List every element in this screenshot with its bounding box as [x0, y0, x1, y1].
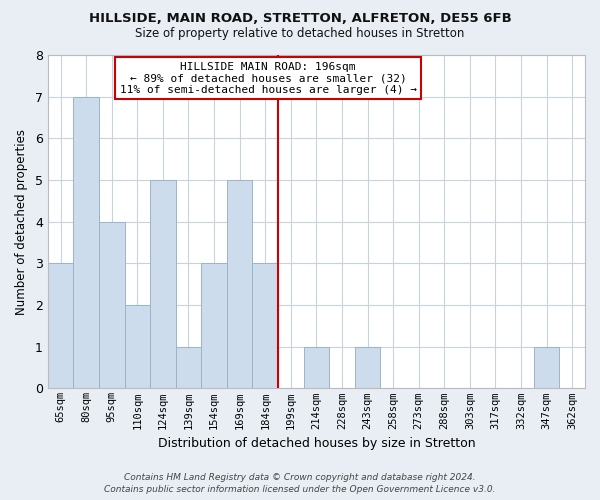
- Bar: [176, 346, 201, 389]
- Bar: [150, 180, 176, 388]
- Bar: [227, 180, 253, 388]
- Text: Size of property relative to detached houses in Stretton: Size of property relative to detached ho…: [136, 28, 464, 40]
- Bar: [304, 346, 329, 389]
- Bar: [73, 96, 99, 389]
- Bar: [534, 346, 559, 389]
- Y-axis label: Number of detached properties: Number of detached properties: [15, 128, 28, 314]
- Bar: [125, 305, 150, 388]
- Text: HILLSIDE MAIN ROAD: 196sqm
← 89% of detached houses are smaller (32)
11% of semi: HILLSIDE MAIN ROAD: 196sqm ← 89% of deta…: [119, 62, 416, 95]
- Bar: [253, 264, 278, 388]
- Bar: [99, 222, 125, 388]
- X-axis label: Distribution of detached houses by size in Stretton: Distribution of detached houses by size …: [158, 437, 475, 450]
- Bar: [201, 264, 227, 388]
- Bar: [48, 264, 73, 388]
- Text: Contains HM Land Registry data © Crown copyright and database right 2024.
Contai: Contains HM Land Registry data © Crown c…: [104, 472, 496, 494]
- Bar: [355, 346, 380, 389]
- Text: HILLSIDE, MAIN ROAD, STRETTON, ALFRETON, DE55 6FB: HILLSIDE, MAIN ROAD, STRETTON, ALFRETON,…: [89, 12, 511, 26]
